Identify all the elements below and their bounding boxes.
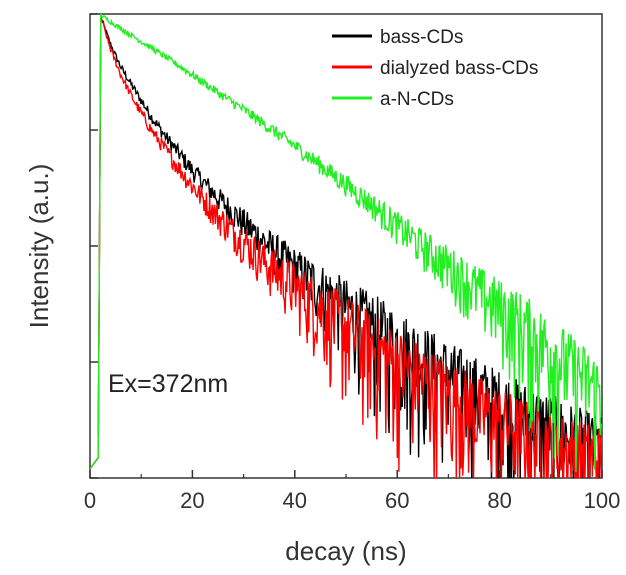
series-line-a-n-cds [90, 14, 602, 472]
x-tick-label-40: 40 [283, 488, 307, 513]
legend-label-bass-cds: bass-CDs [380, 27, 463, 48]
x-tick-label-0: 0 [84, 488, 96, 513]
x-axis-label: decay (ns) [285, 536, 406, 566]
series-line-bass-cds [90, 15, 602, 478]
x-tick-label-100: 100 [584, 488, 621, 513]
axis-layer: 0 20 40 60 80 100 [84, 13, 621, 513]
series-line-dialyzed-bass-cds [90, 15, 602, 478]
x-tick-label-20: 20 [180, 488, 204, 513]
x-tick-label-80: 80 [487, 488, 511, 513]
series-layer [90, 14, 602, 478]
excitation-annotation: Ex=372nm [108, 370, 228, 398]
legend: bass-CDs dialyzed bass-CDs a-N-CDs [332, 27, 538, 110]
y-axis-label: Intensity (a.u.) [24, 164, 54, 329]
x-tick-label-60: 60 [385, 488, 409, 513]
legend-label-dialyzed-bass-cds: dialyzed bass-CDs [380, 58, 538, 79]
legend-label-a-n-cds: a-N-CDs [380, 89, 454, 110]
